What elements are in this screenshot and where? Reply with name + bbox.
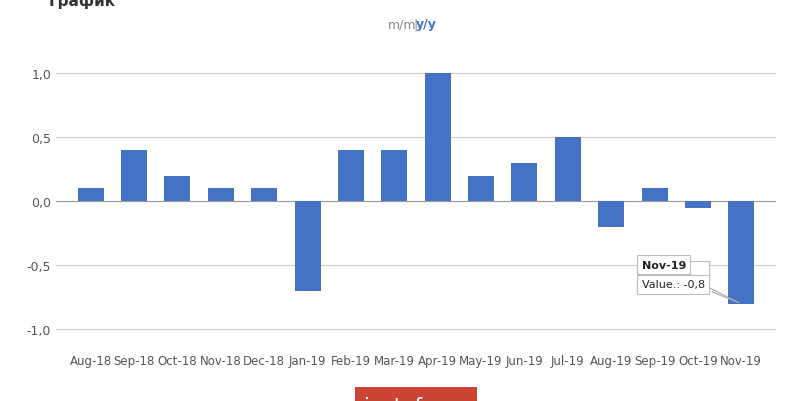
Bar (554, 138, 581, 202)
Bar (468, 176, 494, 202)
Text: Value.: -0,8: Value.: -0,8 (642, 279, 705, 290)
Bar (78, 189, 104, 202)
Bar (382, 150, 407, 202)
Bar (165, 176, 190, 202)
Text: Nov-19: Nov-19 (642, 260, 739, 303)
Text: instaforex: instaforex (364, 396, 468, 401)
Bar (511, 163, 538, 202)
Bar (728, 202, 754, 304)
Bar (598, 202, 624, 227)
Bar (642, 189, 667, 202)
Text: График: График (49, 0, 116, 9)
Bar (294, 202, 321, 291)
Bar (338, 150, 364, 202)
Bar (208, 189, 234, 202)
Text: m/m: m/m (387, 18, 416, 31)
Text: y/y: y/y (416, 18, 437, 31)
Text: Nov-19
Value.: -0,8: Nov-19 Value.: -0,8 (642, 265, 738, 303)
Bar (121, 150, 147, 202)
Bar (685, 202, 711, 208)
Bar (425, 74, 450, 202)
Bar (251, 189, 278, 202)
Text: |: | (410, 18, 422, 31)
